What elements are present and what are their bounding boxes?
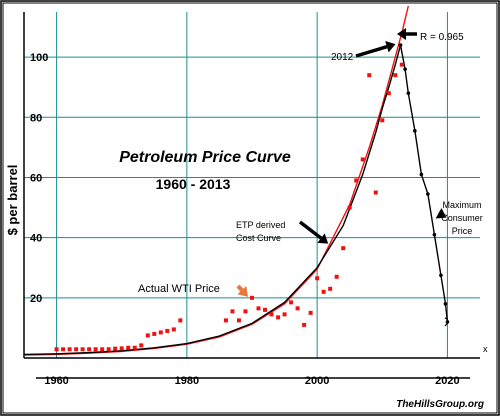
wti-point-42	[367, 73, 372, 78]
max-price-point-6	[432, 232, 437, 237]
arrow-max-price-head	[435, 207, 447, 219]
y-axis-label: $ per barrel	[5, 165, 20, 236]
wti-point-3	[74, 347, 79, 352]
x-tick-labels: 1960 1980 2000 2020	[44, 375, 459, 387]
x-tick-label-2020: 2020	[435, 375, 459, 387]
annotation-max-line3: Price	[452, 226, 473, 236]
y-tick-label-100: 100	[30, 52, 48, 64]
wti-point-43	[373, 190, 378, 195]
wti-point-35	[321, 289, 326, 294]
wti-point-1	[61, 347, 66, 352]
max-consumer-price-curve	[399, 44, 449, 322]
wti-point-46	[393, 73, 398, 78]
wti-point-14	[145, 333, 150, 338]
max-price-point-3	[413, 129, 417, 133]
wti-point-30	[289, 300, 294, 305]
chart-subtitle: 1960 - 2013	[156, 176, 231, 192]
etp-cost-curve	[23, 44, 402, 356]
arrow-wti-shaft	[236, 284, 244, 292]
wti-point-17	[165, 328, 170, 333]
max-price-point-7	[439, 273, 443, 278]
wti-point-45	[386, 91, 391, 96]
wti-point-18	[171, 327, 176, 332]
wti-point-26	[263, 307, 268, 312]
wti-point-6	[93, 347, 98, 352]
annotation-arrows	[236, 28, 447, 297]
arrow-r-value-head	[397, 28, 406, 40]
annotation-etp-line1: ETP derived	[236, 220, 285, 230]
wti-point-25	[256, 306, 261, 311]
wti-point-19	[178, 318, 183, 323]
x-tick-label-2000: 2000	[305, 375, 329, 387]
x-tick-label-1980: 1980	[175, 375, 199, 387]
chart-title: Petroleum Price Curve	[119, 149, 291, 166]
wti-point-10	[119, 346, 124, 351]
wti-point-27	[269, 312, 274, 317]
y-tick-label-20: 20	[30, 293, 42, 305]
max-price-point-4	[419, 172, 424, 177]
x-tick-label-1960: 1960	[44, 375, 68, 387]
wti-point-23	[243, 309, 248, 314]
annotation-wti: Actual WTI Price	[138, 283, 220, 295]
wti-point-41	[360, 157, 365, 162]
max-price-point-0	[398, 43, 403, 47]
wti-point-36	[328, 286, 333, 291]
wti-point-40	[354, 178, 359, 183]
wti-point-9	[113, 346, 118, 351]
wti-point-24	[250, 295, 254, 300]
wti-point-33	[308, 310, 313, 315]
wti-point-0	[54, 347, 59, 352]
credit-text: TheHillsGroup.org	[396, 399, 484, 410]
annotation-r-value: R = 0.965	[420, 32, 464, 43]
arrow-etp-head	[317, 233, 329, 244]
series-layer	[23, 5, 450, 356]
y-tick-label-60: 60	[30, 172, 42, 184]
wti-point-29	[282, 312, 287, 317]
wti-point-13	[139, 343, 144, 348]
wti-point-22	[236, 318, 241, 323]
annotation-2012: 2012	[331, 52, 354, 63]
wti-point-39	[347, 205, 352, 210]
wti-point-15	[152, 331, 157, 336]
wti-point-16	[158, 330, 163, 335]
wti-point-21	[230, 309, 235, 314]
max-price-point-8	[443, 302, 448, 306]
wti-point-47	[399, 62, 404, 67]
axes	[23, 12, 480, 379]
arrow-2012-head	[385, 40, 396, 53]
max-price-point-1	[403, 67, 407, 71]
wti-point-2	[67, 347, 72, 352]
wti-point-7	[100, 347, 105, 352]
wti-point-4	[80, 347, 85, 352]
wti-point-5	[87, 347, 92, 352]
wti-point-31	[295, 306, 300, 311]
max-price-point-5	[426, 192, 430, 196]
annotation-etp-line2: Cost Curve	[236, 233, 281, 243]
y-tick-label-80: 80	[30, 112, 42, 124]
annotation-max-line1: Maximum	[442, 200, 481, 210]
max-price-end-hook	[444, 317, 449, 327]
max-price-point-2	[406, 91, 411, 96]
arrow-etp-shaft	[298, 220, 323, 240]
y-tick-label-40: 40	[30, 233, 42, 245]
arrow-2012-shaft	[355, 45, 388, 58]
wti-point-32	[302, 322, 307, 327]
wti-point-34	[315, 276, 320, 281]
wti-point-20	[223, 318, 228, 323]
wti-point-37	[334, 274, 339, 279]
arrow-wti-head	[237, 286, 248, 297]
y-tick-labels: 20 40 60 80 100	[30, 52, 48, 305]
x-axis-end-label: x	[483, 344, 488, 354]
wti-point-38	[341, 246, 346, 251]
annotation-max-line2: Consumer	[441, 213, 483, 223]
wti-point-44	[380, 118, 385, 123]
wti-point-11	[126, 345, 131, 350]
wti-point-12	[132, 345, 137, 350]
wti-point-8	[106, 347, 111, 352]
wti-point-28	[276, 315, 281, 320]
